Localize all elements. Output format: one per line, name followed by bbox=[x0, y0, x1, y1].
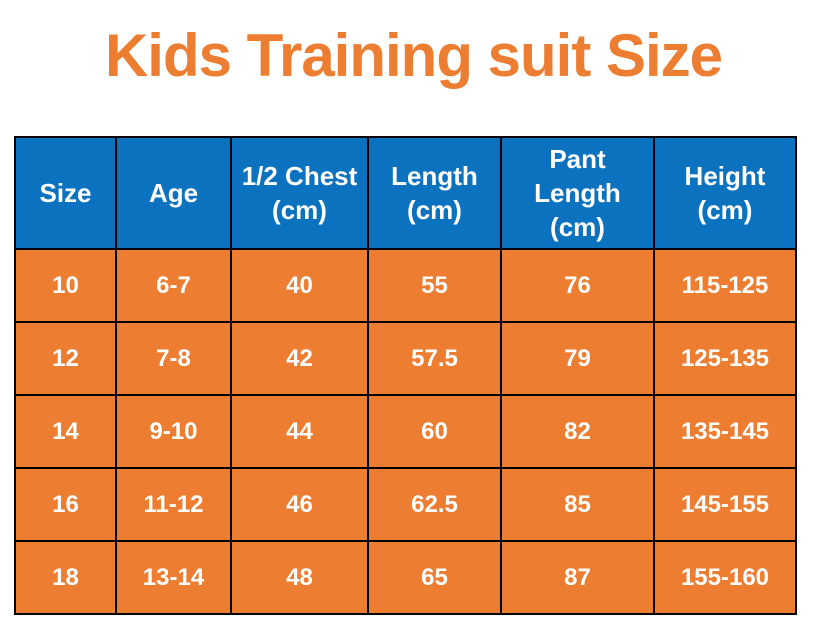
table-cell: 65 bbox=[367, 540, 502, 615]
table-cell: 85 bbox=[500, 467, 655, 542]
table-cell: 60 bbox=[367, 394, 502, 469]
table-cell: 7-8 bbox=[115, 321, 232, 396]
page-title: Kids Training suit Size bbox=[104, 22, 723, 89]
table-cell: 13-14 bbox=[115, 540, 232, 615]
header-cell-size: Size bbox=[14, 136, 117, 250]
table-cell: 57.5 bbox=[367, 321, 502, 396]
table-row: 10 6-7 40 55 76 115-125 bbox=[14, 248, 797, 323]
table-cell: 48 bbox=[230, 540, 369, 615]
table-cell: 82 bbox=[500, 394, 655, 469]
header-row: Size Age 1/2 Chest (cm) Length (cm) Pant… bbox=[14, 136, 797, 250]
table-body: 10 6-7 40 55 76 115-125 12 7-8 42 57.5 79 125-135 14… bbox=[14, 248, 797, 615]
table-cell: 10 bbox=[14, 248, 117, 323]
table-cell: 9-10 bbox=[115, 394, 232, 469]
header-cell-height: Height (cm) bbox=[653, 136, 797, 250]
table-cell: 46 bbox=[230, 467, 369, 542]
table-row: 12 7-8 42 57.5 79 125-135 bbox=[14, 321, 797, 396]
table-cell: 14 bbox=[14, 394, 117, 469]
table-cell: 16 bbox=[14, 467, 117, 542]
table-cell: 87 bbox=[500, 540, 655, 615]
header-cell-pant-length: Pant Length (cm) bbox=[500, 136, 655, 250]
table-cell: 125-135 bbox=[653, 321, 797, 396]
table-cell: 145-155 bbox=[653, 467, 797, 542]
table-row: 16 11-12 46 62.5 85 145-155 bbox=[14, 467, 797, 542]
table-cell: 62.5 bbox=[367, 467, 502, 542]
table-cell: 40 bbox=[230, 248, 369, 323]
header-cell-half-chest: 1/2 Chest (cm) bbox=[230, 136, 369, 250]
table-cell: 76 bbox=[500, 248, 655, 323]
table-row: 18 13-14 48 65 87 155-160 bbox=[14, 540, 797, 615]
table-cell: 42 bbox=[230, 321, 369, 396]
table-cell: 12 bbox=[14, 321, 117, 396]
table-cell: 155-160 bbox=[653, 540, 797, 615]
header-cell-length: Length (cm) bbox=[367, 136, 502, 250]
table-cell: 18 bbox=[14, 540, 117, 615]
table-cell: 11-12 bbox=[115, 467, 232, 542]
table-cell: 6-7 bbox=[115, 248, 232, 323]
size-chart-table: Size Age 1/2 Chest (cm) Length (cm) Pant… bbox=[14, 136, 797, 615]
table-cell: 55 bbox=[367, 248, 502, 323]
table-cell: 44 bbox=[230, 394, 369, 469]
table-cell: 115-125 bbox=[653, 248, 797, 323]
table-row: 14 9-10 44 60 82 135-145 bbox=[14, 394, 797, 469]
table-cell: 79 bbox=[500, 321, 655, 396]
header-cell-age: Age bbox=[115, 136, 232, 250]
table-cell: 135-145 bbox=[653, 394, 797, 469]
